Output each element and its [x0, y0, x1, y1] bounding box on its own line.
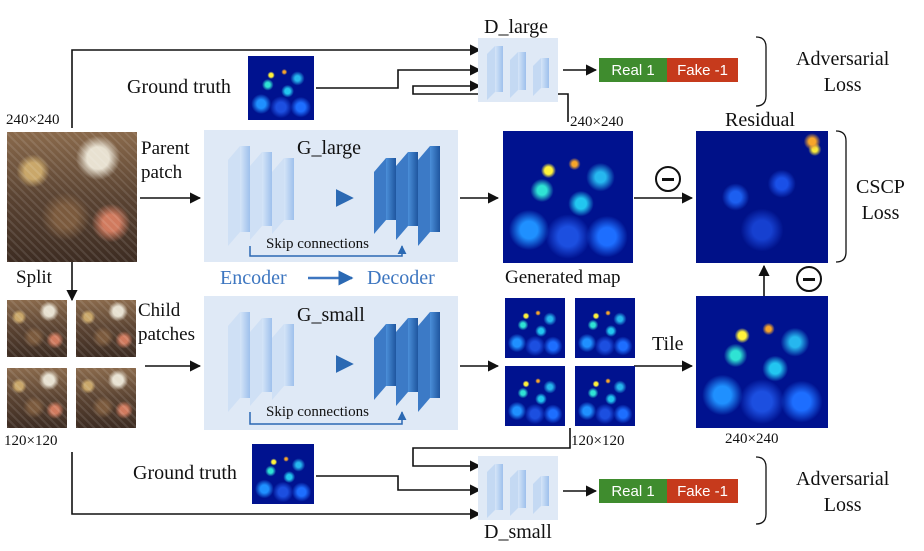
arrow-gt-top-to-d-large — [316, 64, 482, 89]
skip-line-bottom — [249, 411, 407, 425]
g-small-label: G_small — [297, 304, 365, 326]
cscp-loss-label: CSCP Loss — [856, 176, 905, 224]
encoder-label: Encoder — [220, 267, 287, 289]
d-large-label: D_large — [484, 16, 549, 38]
ground-truth-bottom-map — [252, 444, 314, 504]
arrow-maps-to-d-small — [412, 428, 571, 472]
decoder-label: Decoder — [367, 267, 435, 289]
g-small-decoder — [374, 312, 440, 412]
minus-icon-top — [655, 166, 681, 192]
split-label: Split — [16, 267, 52, 288]
real-score-top: Real 1 — [599, 58, 667, 82]
g-large-label: G_large — [297, 137, 362, 159]
crowd-child-patch-3 — [7, 368, 67, 428]
adversarial-loss-top-label: Adversarial Loss — [796, 48, 890, 96]
bracket-adversarial-top — [755, 36, 767, 107]
size-240-bottom: 240×240 — [725, 431, 779, 447]
g-large-decoder — [374, 146, 440, 246]
crowd-child-patch-2 — [76, 300, 136, 357]
generated-map-large — [503, 131, 633, 263]
fake-score-bottom: Fake -1 — [667, 479, 738, 503]
generated-map-small-3 — [505, 366, 565, 426]
generated-map-small-2 — [575, 298, 635, 358]
crowd-child-patch-1 — [7, 300, 67, 357]
g-small-encoder — [228, 312, 294, 412]
adversarial-loss-bottom-label: Adversarial Loss — [796, 468, 890, 516]
skip-connections-top: Skip connections — [266, 236, 369, 252]
bracket-adversarial-bottom — [755, 456, 767, 525]
d-large-blocks — [478, 38, 558, 102]
real-score-bottom: Real 1 — [599, 479, 667, 503]
arrow-gt-bottom-to-d-small — [316, 475, 482, 496]
generated-map-small-4 — [575, 366, 635, 426]
ground-truth-top-map — [248, 56, 314, 120]
ground-truth-bottom-label: Ground truth — [133, 462, 237, 484]
child-patches-label: Child patches — [138, 300, 195, 345]
minus-icon-bottom — [796, 266, 822, 292]
fake-score-top: Fake -1 — [667, 58, 738, 82]
arrow-image-to-d-large — [71, 44, 482, 128]
size-240-mid: 240×240 — [570, 114, 624, 130]
size-120-left: 120×120 — [4, 433, 58, 449]
ground-truth-top-label: Ground truth — [127, 76, 231, 98]
arrow-image-to-d-small — [71, 452, 482, 520]
generated-map-small-1 — [505, 298, 565, 358]
skip-line-top — [249, 245, 407, 257]
size-240-left: 240×240 — [6, 112, 60, 128]
arrow-map-to-d-large — [412, 80, 569, 122]
g-large-encoder — [228, 146, 294, 246]
generated-map-label: Generated map — [505, 267, 621, 288]
residual-map — [696, 131, 828, 263]
crowd-child-patch-4 — [76, 368, 136, 428]
parent-patch-label: Parent patch — [141, 138, 190, 183]
skip-connections-bottom: Skip connections — [266, 404, 369, 420]
tiled-map — [696, 296, 828, 428]
residual-label: Residual — [725, 109, 795, 131]
crowd-image-parent — [7, 132, 137, 262]
bracket-cscp — [835, 130, 847, 263]
d-small-blocks — [478, 456, 558, 520]
d-small-label: D_small — [484, 521, 552, 543]
tile-label: Tile — [652, 333, 684, 355]
size-120-mid: 120×120 — [571, 433, 625, 449]
